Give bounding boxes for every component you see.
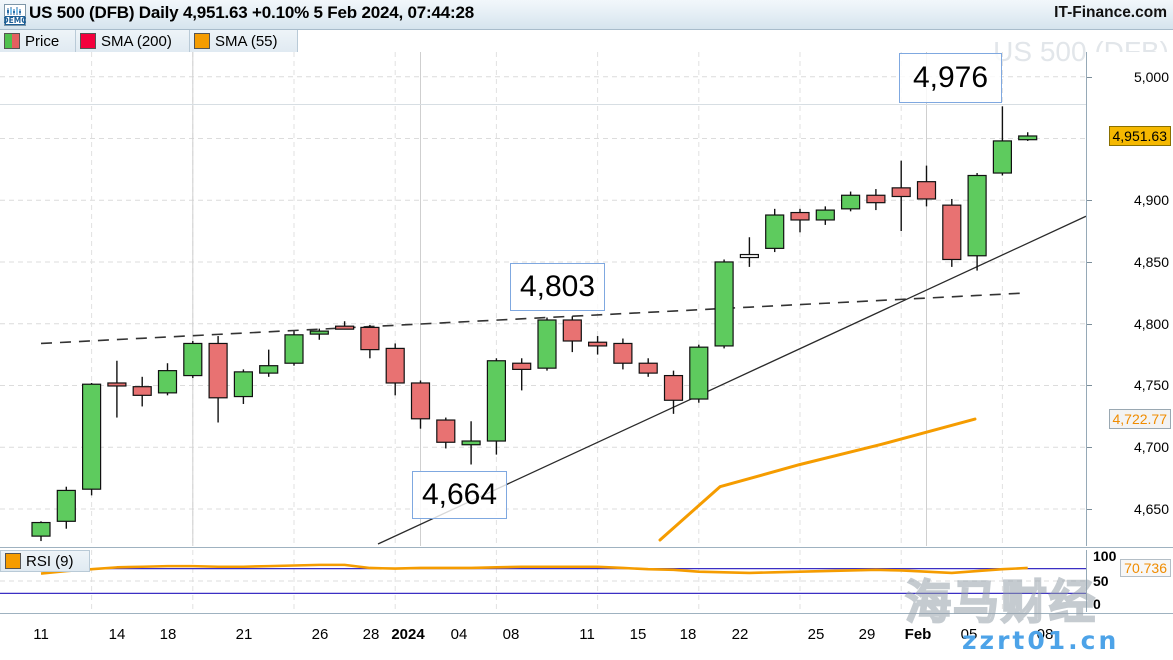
price-tick-label: 4,850 <box>1133 253 1169 270</box>
annotation-mid-label: 4,803 <box>519 270 596 303</box>
price-chart-svg <box>0 52 1086 546</box>
legend-label-price: Price <box>25 32 60 50</box>
legend-item-sma55[interactable]: SMA (55) <box>190 30 298 52</box>
rsi-tick-label: 100 <box>1093 548 1117 564</box>
legend-label-sma200: SMA (200) <box>101 32 172 50</box>
annotation-low-4664[interactable]: 4,664 <box>412 471 507 519</box>
rsi-tick-label: 50 <box>1093 573 1109 589</box>
price-tick-label: 4,800 <box>1133 315 1169 332</box>
chart-title: US 500 (DFB) Daily 4,951.63 +0.10% 5 Feb… <box>29 3 474 22</box>
last-price-flag: 4,951.63 <box>1108 126 1171 147</box>
rsi-swatch <box>5 553 21 569</box>
annotation-high-label: 4,976 <box>912 61 989 94</box>
price-axis[interactable]: 5,000 4,900 4,850 4,800 4,750 4,700 4,650 4,95… <box>1086 52 1173 546</box>
time-tick-label: 29 <box>858 626 876 643</box>
sma200-swatch <box>80 33 96 49</box>
rsi-chart-panel[interactable] <box>0 550 1086 612</box>
price-tick-mark <box>1087 323 1092 325</box>
annotation-low-label: 4,664 <box>421 478 498 511</box>
time-tick-label: 14 <box>108 626 126 643</box>
rsi-value: 70.736 <box>1124 560 1167 577</box>
rsi-tick-label: 0 <box>1093 596 1101 612</box>
time-tick-label: 22 <box>731 626 749 643</box>
sma-value-flag: 4,722.77 <box>1108 409 1171 430</box>
svg-text:DEMO: DEMO <box>4 16 26 25</box>
price-tick-mark <box>1087 508 1092 510</box>
time-tick-label: 11 <box>579 626 595 643</box>
rsi-axis[interactable]: 100 50 0 70.736 <box>1086 548 1173 612</box>
legend-item-price[interactable]: Price <box>0 30 76 52</box>
time-tick-label: 15 <box>629 626 647 643</box>
panel-separator-bottom <box>0 613 1173 614</box>
time-axis[interactable]: 11 14 18 21 26 28 2024 04 08 11 15 18 22 25 29 Feb 05 08 <box>0 614 1173 660</box>
demo-account-icon: DEMO <box>4 4 26 26</box>
sma55-swatch <box>194 33 210 49</box>
provider-brand: IT-Finance.com <box>1054 4 1167 21</box>
price-tick-mark <box>1087 385 1092 387</box>
panel-separator-top <box>0 547 1173 548</box>
annotation-mid-4803[interactable]: 4,803 <box>510 263 605 311</box>
price-tick-mark <box>1087 447 1092 449</box>
price-tick-label: 5,000 <box>1133 68 1169 85</box>
time-tick-label: 28 <box>362 626 380 643</box>
time-tick-label: 08 <box>502 626 520 643</box>
rsi-value-flag: 70.736 <box>1120 559 1171 578</box>
price-tick-mark <box>1087 261 1092 263</box>
price-tick-label: 4,900 <box>1133 192 1169 209</box>
price-tick-mark <box>1087 200 1092 202</box>
annotation-high-4976[interactable]: 4,976 <box>899 53 1002 103</box>
price-candle-swatch <box>4 33 20 49</box>
legend-item-sma200[interactable]: SMA (200) <box>76 30 190 52</box>
legend-label-sma55: SMA (55) <box>215 32 278 50</box>
time-tick-label: 11 <box>33 626 49 643</box>
price-tick-label: 4,750 <box>1133 377 1169 394</box>
legend-label-rsi: RSI (9) <box>26 552 74 570</box>
time-tick-label: 25 <box>807 626 825 643</box>
legend-item-rsi[interactable]: RSI (9) <box>0 550 90 572</box>
time-tick-label: 05 <box>960 626 978 643</box>
last-price-value: 4,951.63 <box>1112 128 1168 145</box>
time-tick-label: 21 <box>235 626 253 643</box>
price-tick-label: 4,650 <box>1133 500 1169 517</box>
time-tick-label: 08 <box>1036 626 1054 643</box>
time-tick-label: 18 <box>679 626 697 643</box>
sma-value: 4,722.77 <box>1112 411 1168 428</box>
title-bar: DEMO US 500 (DFB) Daily 4,951.63 +0.10% … <box>0 0 1173 30</box>
price-tick-mark <box>1087 76 1092 78</box>
time-tick-label: 04 <box>450 626 468 643</box>
price-tick-label: 4,700 <box>1133 439 1169 456</box>
rsi-chart-svg <box>0 550 1086 612</box>
time-tick-label: 2024 <box>391 626 425 643</box>
time-tick-label: 18 <box>159 626 177 643</box>
plot-top-border <box>0 104 1086 105</box>
time-tick-label: 26 <box>311 626 329 643</box>
time-tick-label: Feb <box>904 626 932 643</box>
